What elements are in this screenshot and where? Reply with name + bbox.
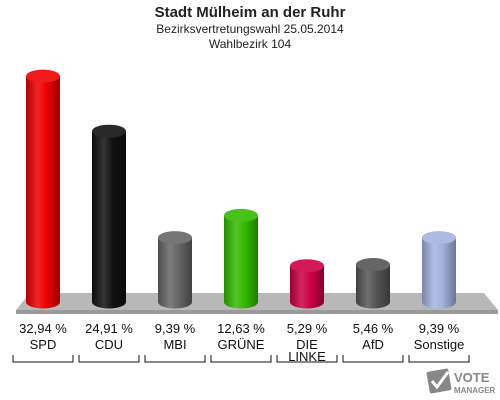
bar-grüne — [224, 208, 258, 309]
chart-subtitle: Bezirksvertretungswahl 25.05.2014 — [156, 22, 344, 36]
bar-body — [158, 237, 192, 302]
chart-subtitle-district: Wahlbezirk 104 — [208, 37, 292, 51]
category-label: GRÜNE — [218, 337, 265, 352]
bar-base — [92, 295, 126, 309]
bar-base — [224, 295, 258, 309]
bar-sonstige — [422, 231, 456, 309]
chart-title: Stadt Mülheim an der Ruhr — [154, 4, 346, 21]
category-bracket — [408, 355, 470, 363]
bar-top — [290, 259, 324, 273]
category-bracket — [342, 355, 404, 363]
bar-base — [158, 295, 192, 309]
bar-top — [26, 69, 60, 83]
bar-body — [92, 131, 126, 302]
bar-cdu — [92, 124, 126, 309]
vote-manager-logo: VOTE MANAGER — [426, 366, 500, 398]
value-label: 5,46 % — [353, 321, 394, 336]
bar-afd — [356, 258, 390, 309]
checkmark-icon — [426, 368, 452, 394]
bar-top — [356, 258, 390, 272]
logo-line2: MANAGER — [454, 386, 496, 395]
category-bracket — [78, 355, 140, 363]
bar-body — [422, 237, 456, 302]
bar-body — [26, 76, 60, 302]
category-bracket — [12, 355, 74, 363]
category-label: MBI — [163, 337, 186, 352]
bar-top — [224, 208, 258, 222]
value-label: 9,39 % — [419, 321, 460, 336]
category-label: Sonstige — [414, 337, 465, 352]
category-bracket — [144, 355, 206, 363]
category-label: AfD — [362, 337, 384, 352]
bars — [26, 69, 456, 309]
bar-base — [290, 295, 324, 309]
category-label: SPD — [30, 337, 57, 352]
bar-mbi — [158, 231, 192, 309]
category-bracket — [276, 355, 338, 363]
bar-top — [92, 124, 126, 138]
category-bracket — [210, 355, 272, 363]
category-label: CDU — [95, 337, 123, 352]
title-block: Stadt Mülheim an der Ruhr Bezirksvertret… — [0, 0, 500, 52]
value-label: 32,94 % — [19, 321, 67, 336]
value-label: 5,29 % — [287, 321, 328, 336]
value-label: 12,63 % — [217, 321, 265, 336]
bar-top — [158, 231, 192, 245]
bar-die-linke — [290, 259, 324, 309]
value-label: 9,39 % — [155, 321, 196, 336]
category-label: DIE — [296, 337, 318, 352]
bar-base — [26, 295, 60, 309]
bar-spd — [26, 69, 60, 309]
bar-body — [224, 215, 258, 302]
bar-base — [422, 295, 456, 309]
category-label: LINKE — [288, 349, 326, 364]
logo-line1: VOTE — [454, 370, 490, 385]
value-label: 24,91 % — [85, 321, 133, 336]
bar-top — [422, 231, 456, 245]
bar-base — [356, 295, 390, 309]
floor-front — [16, 310, 498, 314]
